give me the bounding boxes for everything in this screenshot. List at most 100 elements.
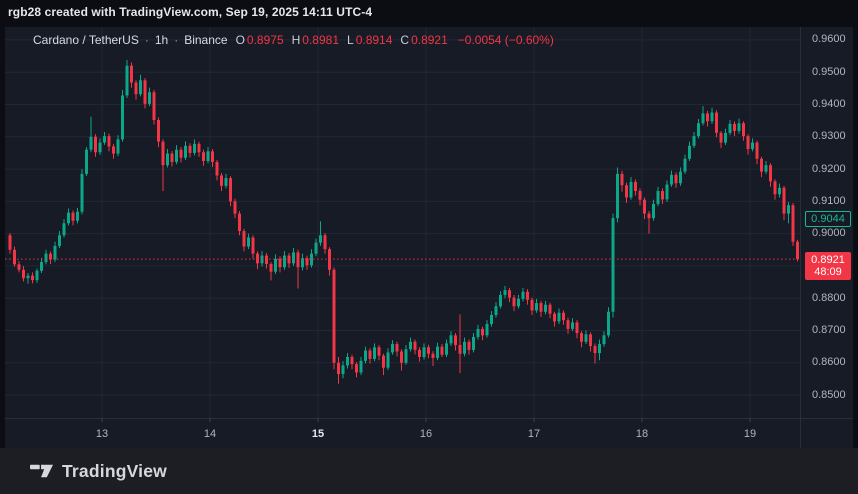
candle-body bbox=[373, 347, 376, 359]
candle-body bbox=[616, 173, 619, 219]
candle-body bbox=[76, 211, 79, 221]
candle-body bbox=[377, 347, 381, 356]
candle-wick bbox=[27, 273, 29, 284]
candle-body bbox=[103, 136, 106, 143]
candle-body bbox=[211, 151, 214, 162]
candle-body bbox=[769, 165, 772, 182]
candle-body bbox=[71, 212, 75, 221]
candle-body bbox=[44, 253, 48, 263]
candle-body bbox=[697, 123, 700, 137]
candle-body bbox=[40, 262, 43, 271]
candle-body bbox=[517, 298, 520, 307]
candle-body bbox=[89, 136, 93, 150]
candle-body bbox=[499, 294, 502, 307]
candle-body bbox=[634, 181, 637, 192]
price-tick-label: 0.9000 bbox=[812, 227, 846, 240]
price-tick-label: 0.9400 bbox=[812, 98, 846, 110]
candle-body bbox=[166, 153, 169, 166]
candle-body bbox=[31, 275, 34, 281]
exchange-label: Binance bbox=[184, 33, 228, 47]
time-tick-label: 19 bbox=[743, 428, 757, 440]
candle-wick bbox=[459, 314, 461, 374]
candle-body bbox=[274, 258, 277, 272]
candle-body bbox=[193, 143, 196, 153]
candle-body bbox=[13, 249, 16, 265]
candle-body bbox=[679, 171, 682, 184]
price-marker-badge: 0.9044 bbox=[805, 211, 851, 228]
symbol-name[interactable]: Cardano / TetherUS bbox=[33, 33, 139, 47]
candle-body bbox=[485, 324, 489, 336]
candle-body bbox=[760, 158, 763, 172]
candle-body bbox=[134, 82, 138, 95]
candles-layer bbox=[8, 59, 799, 384]
candle-body bbox=[449, 335, 453, 344]
candle-body bbox=[206, 151, 210, 161]
candle-body bbox=[125, 65, 129, 96]
candle-body bbox=[647, 213, 651, 219]
tradingview-logo-icon[interactable] bbox=[30, 461, 53, 481]
candle-body bbox=[548, 304, 552, 314]
price-tick-label: 0.8800 bbox=[812, 291, 846, 304]
ohlc-low: L 0.8914 bbox=[347, 33, 393, 47]
candle-body bbox=[535, 303, 538, 311]
candle-body bbox=[746, 136, 750, 150]
candle-body bbox=[463, 341, 466, 354]
candle-body bbox=[683, 158, 687, 172]
time-tick-label: 15 bbox=[311, 428, 325, 440]
candle-body bbox=[454, 335, 457, 346]
candle-body bbox=[440, 346, 444, 355]
candle-body bbox=[584, 334, 588, 342]
candle-body bbox=[157, 119, 160, 142]
candle-body bbox=[688, 145, 691, 159]
candle-body bbox=[400, 351, 403, 363]
candle-body bbox=[143, 80, 147, 104]
candle-body bbox=[575, 322, 579, 334]
candle-body bbox=[607, 311, 610, 336]
candle-body bbox=[332, 269, 336, 363]
candle-body bbox=[269, 263, 273, 272]
candle-body bbox=[296, 252, 300, 268]
candle-body bbox=[413, 341, 417, 350]
candle-body bbox=[184, 145, 187, 158]
time-axis[interactable]: 13 14 15 16 17 18 19 bbox=[5, 418, 853, 448]
legend-separator: · bbox=[174, 33, 179, 47]
tradingview-wordmark[interactable]: TradingView bbox=[62, 460, 167, 481]
candle-body bbox=[247, 237, 250, 247]
candle-body bbox=[728, 123, 732, 133]
candle-body bbox=[665, 184, 669, 200]
last-price-badge: 0.8921 48:09 bbox=[805, 252, 851, 281]
candle-body bbox=[341, 365, 345, 375]
candle-body bbox=[35, 270, 39, 281]
candle-body bbox=[638, 191, 642, 200]
candle-body bbox=[395, 344, 399, 352]
candlestick-chart-canvas[interactable] bbox=[5, 27, 853, 448]
candle-body bbox=[787, 205, 790, 214]
candle-body bbox=[179, 149, 183, 158]
candle-body bbox=[337, 362, 340, 375]
price-tick-label: 0.8500 bbox=[812, 388, 846, 401]
candle-body bbox=[661, 191, 664, 200]
time-tick-label: 18 bbox=[635, 428, 649, 440]
candle-body bbox=[170, 153, 174, 162]
ohlc-open: O 0.8975 bbox=[235, 33, 284, 47]
candle-body bbox=[611, 218, 615, 312]
interval-label[interactable]: 1h bbox=[154, 33, 169, 47]
candle-body bbox=[278, 258, 282, 268]
candle-body bbox=[323, 235, 327, 250]
candle-body bbox=[458, 345, 462, 354]
candle-body bbox=[445, 343, 448, 355]
candle-body bbox=[233, 201, 237, 214]
candle-wick bbox=[594, 343, 596, 364]
candle-body bbox=[755, 142, 759, 159]
candle-body bbox=[301, 258, 304, 268]
candle-body bbox=[589, 334, 592, 346]
candle-body bbox=[602, 335, 606, 345]
candle-body bbox=[643, 199, 646, 214]
candle-body bbox=[161, 141, 165, 166]
candle-body bbox=[593, 346, 597, 354]
candle-body bbox=[386, 352, 390, 368]
candle-body bbox=[422, 347, 426, 357]
price-axis[interactable]: 0.9600 0.9500 0.9400 0.9300 0.9200 0.9100 0.90… bbox=[800, 27, 853, 418]
ohlc-high: H 0.8981 bbox=[291, 33, 339, 47]
